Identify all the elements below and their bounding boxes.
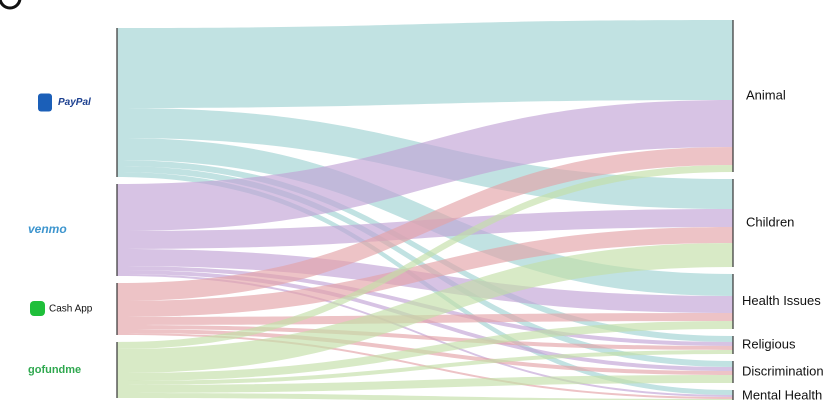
- flow: [117, 393, 733, 400]
- target-label: Children: [746, 214, 794, 229]
- target-label: Animal: [746, 87, 786, 102]
- flow: [117, 147, 733, 301]
- target-label: Mental Health: [742, 387, 822, 400]
- flow: [117, 165, 733, 349]
- flow: [117, 100, 733, 231]
- source-label: gofundme: [28, 364, 81, 376]
- flow: [117, 375, 733, 393]
- flow: [117, 243, 733, 373]
- corner-icon: [0, 0, 22, 10]
- flow: [117, 249, 733, 313]
- target-label: Religious: [742, 336, 796, 351]
- flow: [117, 227, 733, 317]
- source-label: PayPal: [58, 97, 91, 108]
- flow: [117, 160, 733, 342]
- target-label: Health Issues: [742, 293, 821, 308]
- source-label: venmo: [28, 222, 67, 236]
- flow: [117, 325, 733, 350]
- flow: [117, 20, 733, 108]
- logo-icon: [30, 301, 45, 316]
- source-label: Cash App: [49, 304, 93, 315]
- logo-icon: [38, 93, 52, 112]
- flow: [117, 350, 733, 385]
- flow: [117, 321, 733, 381]
- target-label: Discrimination: [742, 363, 824, 378]
